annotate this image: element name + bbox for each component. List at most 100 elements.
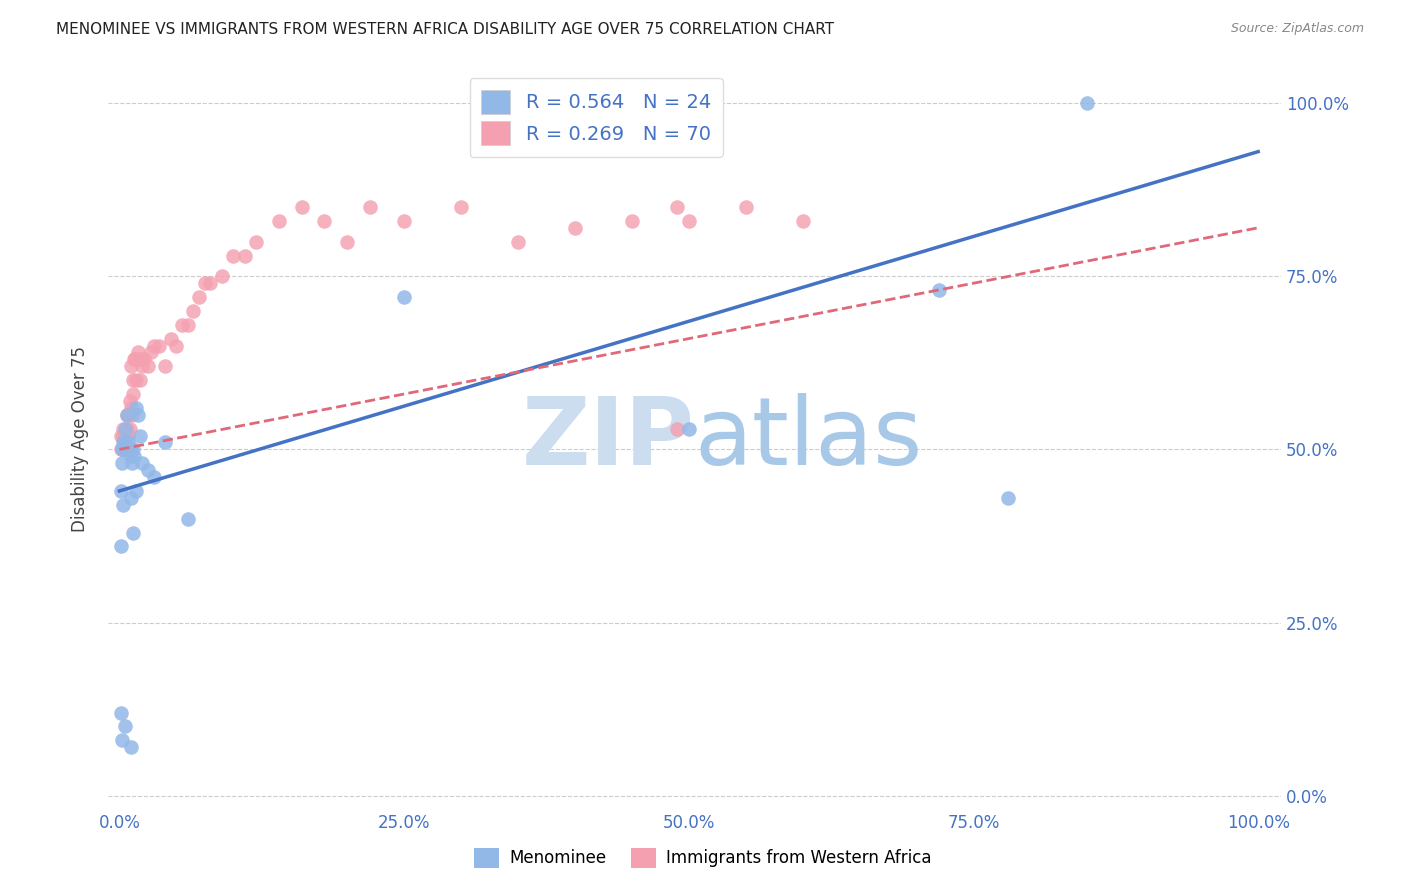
Point: [111, 422, 134, 436]
Point: [117, 442, 139, 457]
Point: [122, 450, 145, 464]
Text: Source: ZipAtlas.com: Source: ZipAtlas.com: [1230, 22, 1364, 36]
Point: [127, 408, 149, 422]
Point: [110, 442, 132, 457]
Point: [1076, 96, 1098, 111]
Point: [122, 387, 145, 401]
Point: [392, 214, 415, 228]
Point: [127, 345, 149, 359]
Point: [115, 442, 138, 457]
Point: [165, 338, 187, 352]
Point: [111, 442, 134, 457]
Point: [136, 359, 159, 374]
Point: [111, 733, 134, 747]
Point: [112, 442, 135, 457]
Point: [148, 338, 170, 352]
Point: [142, 338, 165, 352]
Point: [153, 435, 176, 450]
Point: [117, 422, 139, 436]
Point: [134, 352, 156, 367]
Point: [120, 359, 142, 374]
Text: MENOMINEE VS IMMIGRANTS FROM WESTERN AFRICA DISABILITY AGE OVER 75 CORRELATION C: MENOMINEE VS IMMIGRANTS FROM WESTERN AFR…: [56, 22, 834, 37]
Point: [111, 456, 134, 470]
Point: [112, 428, 135, 442]
Legend: Menominee, Immigrants from Western Africa: Menominee, Immigrants from Western Afric…: [468, 841, 938, 875]
Point: [120, 401, 142, 415]
Point: [120, 491, 142, 505]
Point: [121, 456, 143, 470]
Y-axis label: Disability Age Over 75: Disability Age Over 75: [72, 346, 89, 532]
Point: [153, 359, 176, 374]
Point: [110, 540, 132, 554]
Point: [122, 525, 145, 540]
Point: [120, 442, 142, 457]
Point: [159, 332, 181, 346]
Point: [170, 318, 193, 332]
Point: [111, 442, 134, 457]
Point: [290, 200, 312, 214]
Point: [928, 283, 950, 297]
Point: [122, 352, 145, 367]
Point: [233, 248, 256, 262]
Point: [114, 442, 136, 457]
Point: [267, 214, 290, 228]
Point: [111, 442, 134, 457]
Point: [110, 428, 132, 442]
Point: [111, 442, 134, 457]
Point: [125, 373, 148, 387]
Point: [120, 740, 142, 755]
Point: [117, 435, 139, 450]
Point: [392, 290, 415, 304]
Point: [128, 352, 150, 367]
Point: [678, 214, 700, 228]
Legend: R = 0.564   N = 24, R = 0.269   N = 70: R = 0.564 N = 24, R = 0.269 N = 70: [470, 78, 723, 157]
Point: [211, 269, 233, 284]
Point: [110, 706, 132, 720]
Point: [314, 214, 336, 228]
Point: [666, 200, 689, 214]
Point: [194, 276, 217, 290]
Point: [997, 491, 1019, 505]
Point: [122, 442, 145, 457]
Point: [336, 235, 359, 249]
Point: [131, 359, 153, 374]
Point: [115, 442, 138, 457]
Point: [117, 408, 139, 422]
Point: [128, 373, 150, 387]
Point: [620, 214, 643, 228]
Point: [222, 248, 245, 262]
Point: [118, 442, 141, 457]
Text: ZIP: ZIP: [522, 393, 695, 485]
Point: [188, 290, 211, 304]
Point: [111, 435, 134, 450]
Point: [141, 345, 163, 359]
Point: [115, 428, 138, 442]
Point: [136, 463, 159, 477]
Point: [124, 352, 146, 367]
Point: [120, 450, 142, 464]
Point: [117, 428, 139, 442]
Point: [114, 422, 136, 436]
Point: [118, 393, 141, 408]
Point: [111, 498, 134, 512]
Point: [678, 422, 700, 436]
Text: atlas: atlas: [695, 393, 922, 485]
Point: [110, 483, 132, 498]
Point: [183, 304, 205, 318]
Point: [666, 422, 689, 436]
Point: [111, 428, 134, 442]
Point: [121, 408, 143, 422]
Point: [564, 220, 586, 235]
Point: [112, 442, 135, 457]
Point: [142, 470, 165, 484]
Point: [117, 442, 139, 457]
Point: [122, 373, 145, 387]
Point: [734, 200, 756, 214]
Point: [114, 442, 136, 457]
Point: [245, 235, 267, 249]
Point: [450, 200, 472, 214]
Point: [131, 456, 153, 470]
Point: [118, 422, 141, 436]
Point: [125, 401, 148, 415]
Point: [129, 352, 152, 367]
